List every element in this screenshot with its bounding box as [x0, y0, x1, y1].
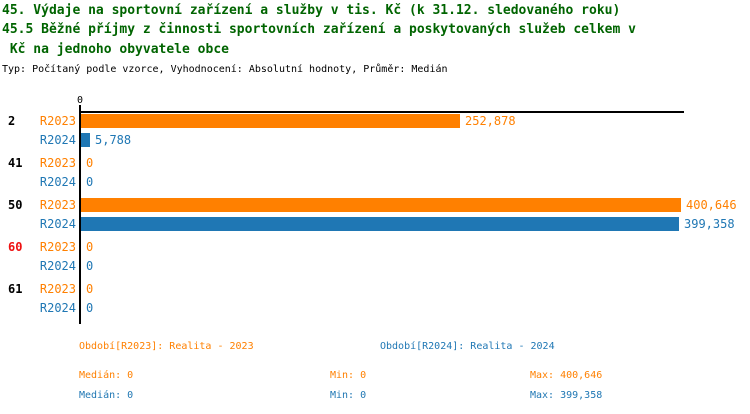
chart-title-line-1: 45. Výdaje na sportovní zařízení a služb… [2, 3, 621, 18]
series-label-r2023: R2023 [39, 282, 76, 296]
stat-min-r2023: Min: 0 [330, 370, 367, 381]
category-label: 50 [8, 198, 23, 212]
value-bar-r2024 [81, 133, 90, 147]
category-label-highlighted: 60 [8, 240, 23, 254]
value-bar-r2023 [81, 198, 681, 212]
series-label-r2023: R2023 [39, 114, 76, 128]
stat-max-r2024: Max: 399,358 [530, 390, 603, 401]
value-bar-r2023 [81, 114, 460, 128]
legend-period-r2023: Období[R2023]: Realita - 2023 [79, 341, 254, 352]
bar-value-label: 0 [86, 282, 94, 296]
bar-row: 2 R2023 252,878 [0, 114, 750, 128]
value-bar-r2024 [81, 217, 679, 231]
bar-row: R2024 0 [0, 259, 750, 273]
bar-value-label: 399,358 [684, 217, 735, 231]
bar-value-label: 5,788 [95, 133, 132, 147]
stat-median-r2024: Medián: 0 [79, 390, 134, 401]
chart-title-line-3: Kč na jednoho obyvatele obce [2, 42, 229, 57]
series-label-r2024: R2024 [39, 133, 76, 147]
category-label: 61 [8, 282, 23, 296]
series-label-r2023: R2023 [39, 240, 76, 254]
category-label: 2 [8, 114, 16, 128]
bar-value-label: 0 [86, 301, 94, 315]
bar-value-label: 252,878 [465, 114, 516, 128]
x-axis-zero-tick-label: 0 [76, 95, 84, 106]
bar-value-label: 0 [86, 156, 94, 170]
stat-min-r2024: Min: 0 [330, 390, 367, 401]
plot-top-border [79, 111, 684, 113]
chart-meta-line: Typ: Počítaný podle vzorce, Vyhodnocení:… [2, 64, 448, 75]
bar-value-label: 0 [86, 259, 94, 273]
bar-value-label: 400,646 [686, 198, 737, 212]
legend-period-r2024: Období[R2024]: Realita - 2024 [380, 341, 555, 352]
bar-row: 60 R2023 0 [0, 240, 750, 254]
bar-row: R2024 0 [0, 175, 750, 189]
category-label: 41 [8, 156, 23, 170]
stat-median-r2023: Medián: 0 [79, 370, 134, 381]
bar-value-label: 0 [86, 175, 94, 189]
bar-row: 50 R2023 400,646 [0, 198, 750, 212]
bar-row: 41 R2023 0 [0, 156, 750, 170]
bar-row: R2024 399,358 [0, 217, 750, 231]
chart-title-line-2: 45.5 Běžné příjmy z činnosti sportovních… [2, 22, 636, 37]
bar-row: 61 R2023 0 [0, 282, 750, 296]
series-label-r2024: R2024 [39, 175, 76, 189]
series-label-r2023: R2023 [39, 156, 76, 170]
bar-value-label: 0 [86, 240, 94, 254]
series-label-r2023: R2023 [39, 198, 76, 212]
series-label-r2024: R2024 [39, 301, 76, 315]
bar-row: R2024 0 [0, 301, 750, 315]
bar-row: R2024 5,788 [0, 133, 750, 147]
series-label-r2024: R2024 [39, 217, 76, 231]
series-label-r2024: R2024 [39, 259, 76, 273]
y-axis-line [79, 105, 81, 324]
stat-max-r2023: Max: 400,646 [530, 370, 603, 381]
